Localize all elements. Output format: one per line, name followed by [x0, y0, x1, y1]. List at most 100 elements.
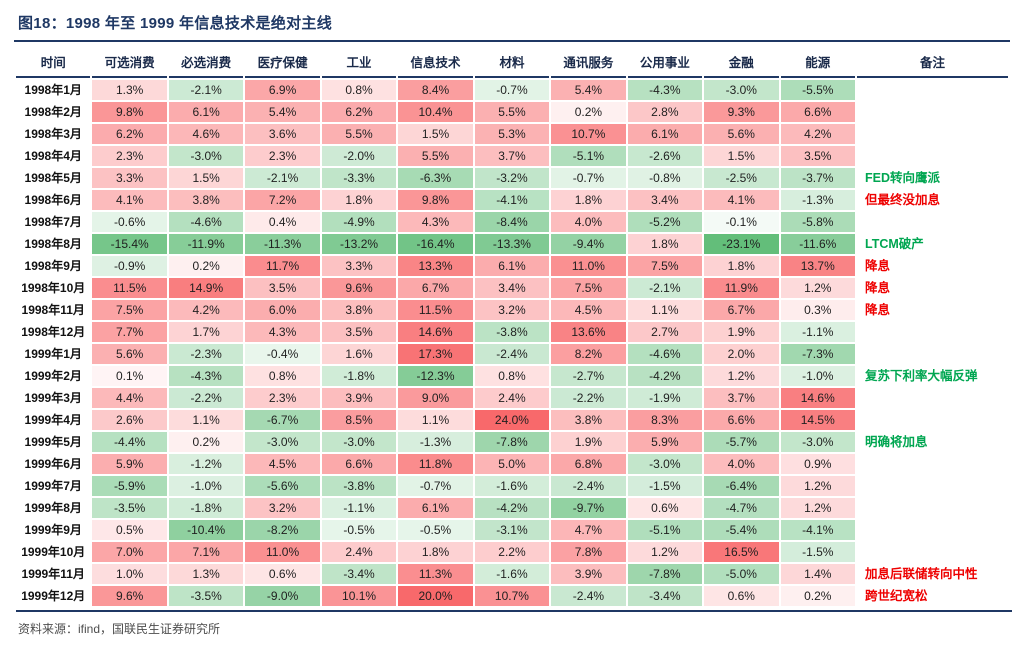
return-cell: -3.2% — [474, 168, 550, 188]
month-label: 1998年9月 — [24, 259, 82, 273]
return-cell: -3.8% — [474, 322, 550, 342]
return-cell: 14.6% — [398, 322, 473, 342]
table-head: 时间 可选消费 必选消费 医疗保健 工业 信息技术 材料 通讯服务 公用事业 金融 能源 备注 — [16, 49, 1008, 78]
return-cell: -6.4% — [704, 476, 779, 496]
return-cell: 8.2% — [551, 344, 626, 364]
table-row: 1998年1月 1.3% -2.1% 6.9% 0.8% 8.4% -0.7% 5.4% -4.… — [16, 80, 1008, 100]
return-cell: 11.7% — [245, 256, 320, 276]
month-label: 1999年3月 — [24, 391, 82, 405]
return-cell: 6.2% — [92, 124, 167, 144]
return-cell: 1.2% — [780, 476, 855, 496]
return-cell: -6.3% — [398, 168, 473, 188]
table-row: 1998年3月 6.2% 4.6% 3.6% 5.5% 1.5% 5.3% 10.7% 6.1%… — [16, 124, 1008, 144]
table-row: 1999年1月 5.6% -2.3% -0.4% 1.6% 17.3% -2.4% 8.2% -… — [16, 344, 1008, 364]
sector-monthly-returns-table: 时间 可选消费 必选消费 医疗保健 工业 信息技术 材料 通讯服务 公用事业 金融 能源 备注 199… — [14, 47, 1010, 608]
note-cell — [857, 388, 1008, 408]
return-cell: 1.4% — [780, 564, 855, 584]
return-cell: -1.8% — [321, 366, 397, 386]
month-label: 1998年10月 — [21, 281, 86, 295]
note-cell — [857, 322, 1008, 342]
return-cell: 6.8% — [551, 454, 626, 474]
return-cell: -2.1% — [168, 80, 244, 100]
return-cell: -11.3% — [245, 234, 320, 254]
return-cell: -2.7% — [551, 366, 626, 386]
return-cell: -7.8% — [627, 564, 703, 584]
note-cell — [857, 102, 1008, 122]
return-cell: 2.8% — [627, 102, 703, 122]
return-cell: 6.6% — [704, 410, 779, 430]
month-label: 1999年11月 — [21, 567, 85, 581]
return-cell: 1.1% — [398, 410, 473, 430]
month-label: 1998年7月 — [24, 215, 82, 229]
return-cell: 2.4% — [321, 542, 397, 562]
sector-column-header: 医疗保健 — [245, 49, 320, 78]
return-cell: 1.6% — [321, 344, 397, 364]
return-cell: 3.8% — [551, 410, 626, 430]
return-cell: 9.8% — [92, 102, 167, 122]
return-cell: -10.4% — [168, 520, 244, 540]
return-cell: 9.0% — [398, 388, 473, 408]
return-cell: -1.0% — [168, 476, 244, 496]
return-cell: -0.5% — [398, 520, 473, 540]
return-cell: 0.3% — [780, 300, 855, 320]
month-label: 1999年6月 — [24, 457, 82, 471]
table-row: 1999年6月 5.9% -1.2% 4.5% 6.6% 11.8% 5.0% 6.8% -3.… — [16, 454, 1008, 474]
return-cell: -3.1% — [474, 520, 550, 540]
return-cell: -1.5% — [627, 476, 703, 496]
return-cell: 1.0% — [92, 564, 167, 584]
return-cell: 2.3% — [245, 388, 320, 408]
return-cell: -7.3% — [780, 344, 855, 364]
return-cell: 0.5% — [92, 520, 167, 540]
sector-column-header: 工业 — [321, 49, 397, 78]
return-cell: -1.5% — [780, 542, 855, 562]
note-cell — [857, 344, 1008, 364]
return-cell: 3.5% — [245, 278, 320, 298]
return-cell: -5.8% — [780, 212, 855, 232]
return-cell: 4.5% — [551, 300, 626, 320]
return-cell: 1.2% — [780, 498, 855, 518]
note-cell: 降息 — [864, 303, 890, 317]
return-cell: 9.3% — [704, 102, 779, 122]
month-label: 1998年6月 — [24, 193, 82, 207]
month-label: 1999年9月 — [24, 523, 82, 537]
return-cell: 0.2% — [168, 256, 244, 276]
return-cell: -11.9% — [168, 234, 244, 254]
return-cell: 6.1% — [474, 256, 550, 276]
return-cell: 1.3% — [168, 564, 244, 584]
return-cell: -3.0% — [627, 454, 703, 474]
note-cell — [857, 498, 1008, 518]
note-cell — [857, 520, 1008, 540]
table-row: 1999年9月 0.5% -10.4% -8.2% -0.5% -0.5% -3.1% 4.7… — [16, 520, 1008, 540]
return-cell: 9.6% — [92, 586, 167, 606]
note-cell — [857, 454, 1008, 474]
month-label: 1999年7月 — [24, 479, 82, 493]
sector-column-header: 通讯服务 — [551, 49, 626, 78]
month-label: 1998年3月 — [24, 127, 82, 141]
return-cell: 11.0% — [551, 256, 626, 276]
return-cell: 3.5% — [780, 146, 855, 166]
return-cell: -1.3% — [780, 190, 855, 210]
return-cell: 5.5% — [474, 102, 550, 122]
return-cell: -3.3% — [321, 168, 397, 188]
return-cell: 0.9% — [780, 454, 855, 474]
return-cell: 2.3% — [92, 146, 167, 166]
return-cell: -16.4% — [398, 234, 473, 254]
return-cell: -2.6% — [627, 146, 703, 166]
return-cell: 3.9% — [551, 564, 626, 584]
return-cell: 14.9% — [168, 278, 244, 298]
return-cell: 5.6% — [92, 344, 167, 364]
return-cell: 8.4% — [398, 80, 473, 100]
return-cell: -0.9% — [92, 256, 167, 276]
sector-column-header: 公用事业 — [627, 49, 703, 78]
return-cell: 1.5% — [704, 146, 779, 166]
figure-title-bar: 图18：1998 年至 1999 年信息技术是绝对主线 — [14, 10, 1010, 42]
return-cell: -0.4% — [245, 344, 320, 364]
return-cell: -3.0% — [704, 80, 779, 100]
return-cell: -1.1% — [321, 498, 397, 518]
return-cell: 3.3% — [321, 256, 397, 276]
return-cell: -1.8% — [168, 498, 244, 518]
return-cell: 1.8% — [627, 234, 703, 254]
return-cell: 4.6% — [168, 124, 244, 144]
return-cell: 5.9% — [92, 454, 167, 474]
return-cell: 7.5% — [92, 300, 167, 320]
